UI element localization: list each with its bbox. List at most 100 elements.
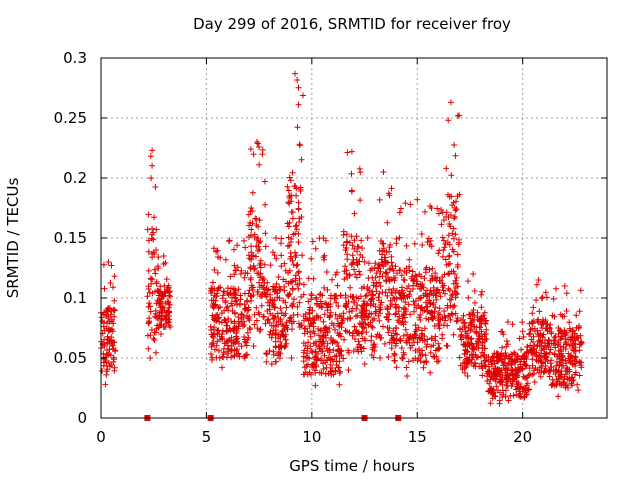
data-point — [442, 256, 449, 263]
data-point — [524, 380, 531, 387]
data-point — [284, 183, 291, 190]
data-point — [286, 174, 293, 181]
data-point — [351, 323, 358, 330]
data-point — [504, 362, 511, 369]
data-point — [101, 343, 108, 349]
data-point — [320, 235, 327, 241]
data-point — [312, 367, 319, 374]
data-point — [234, 264, 241, 271]
data-point — [289, 215, 296, 222]
data-point — [456, 354, 463, 361]
data-point — [348, 170, 355, 177]
data-point — [445, 117, 452, 124]
data-point — [388, 185, 395, 192]
data-point — [343, 270, 350, 277]
data-point — [453, 290, 460, 296]
data-point — [424, 341, 431, 348]
data-point — [534, 327, 541, 334]
data-point — [149, 147, 156, 154]
data-point — [334, 315, 341, 322]
data-point — [246, 325, 253, 331]
data-point — [262, 291, 269, 298]
data-point — [218, 310, 225, 317]
data-point — [445, 232, 452, 239]
data-point — [433, 296, 440, 303]
data-point — [403, 337, 410, 344]
data-point — [471, 346, 478, 353]
data-point — [286, 200, 293, 207]
data-point — [328, 369, 335, 375]
data-point — [385, 353, 392, 360]
data-point — [396, 209, 403, 216]
data-point — [459, 366, 466, 373]
data-point — [393, 303, 400, 310]
data-point — [398, 272, 405, 279]
data-point — [380, 323, 386, 330]
data-point — [522, 385, 528, 391]
data-point — [393, 336, 400, 343]
data-point — [357, 293, 364, 300]
data-point — [419, 351, 426, 358]
data-point — [262, 230, 269, 237]
data-point — [481, 362, 488, 368]
data-point — [226, 325, 233, 332]
data-point — [446, 253, 452, 260]
data-point — [509, 321, 516, 328]
data-point — [248, 293, 254, 300]
data-point — [265, 316, 272, 323]
data-point — [291, 296, 297, 303]
data-point — [500, 391, 507, 398]
data-point — [305, 339, 312, 346]
data-point — [555, 325, 562, 331]
data-point — [307, 329, 314, 336]
data-point — [211, 315, 218, 322]
data-point — [348, 148, 355, 155]
x-tick-label: 20 — [513, 428, 532, 446]
data-point — [212, 297, 219, 304]
data-point — [223, 322, 230, 329]
data-point — [242, 244, 249, 251]
data-point — [288, 355, 295, 361]
data-point — [256, 217, 263, 224]
data-point — [319, 304, 326, 311]
data-point — [575, 335, 582, 341]
data-point — [423, 292, 430, 299]
data-point — [532, 351, 539, 358]
data-point — [433, 353, 440, 360]
data-point — [358, 330, 365, 337]
data-point — [346, 308, 353, 315]
data-point — [245, 334, 252, 341]
data-point — [227, 273, 234, 280]
data-point — [428, 309, 435, 316]
data-point — [261, 261, 268, 268]
data-point — [473, 340, 480, 347]
data-point — [438, 221, 445, 228]
data-point — [329, 365, 336, 371]
data-point — [489, 395, 496, 402]
data-point — [296, 275, 303, 282]
data-point — [373, 333, 380, 340]
data-point — [400, 289, 407, 296]
data-point — [246, 317, 253, 324]
data-point — [555, 393, 562, 400]
data-point — [251, 233, 258, 240]
data-point — [266, 347, 273, 354]
data-point — [453, 198, 459, 205]
data-point — [504, 382, 511, 389]
data-point — [403, 269, 410, 276]
data-point — [350, 293, 357, 300]
data-point — [365, 321, 372, 328]
data-point — [275, 352, 281, 359]
data-point — [496, 400, 503, 407]
data-point — [148, 327, 155, 333]
data-point — [358, 237, 365, 244]
data-point — [577, 287, 584, 294]
data-point — [350, 259, 357, 266]
data-point — [111, 313, 118, 320]
data-point — [306, 369, 313, 376]
data-point — [231, 262, 238, 269]
data-point — [476, 324, 483, 331]
data-point — [576, 372, 583, 379]
data-point — [454, 251, 461, 258]
data-point — [402, 299, 409, 306]
